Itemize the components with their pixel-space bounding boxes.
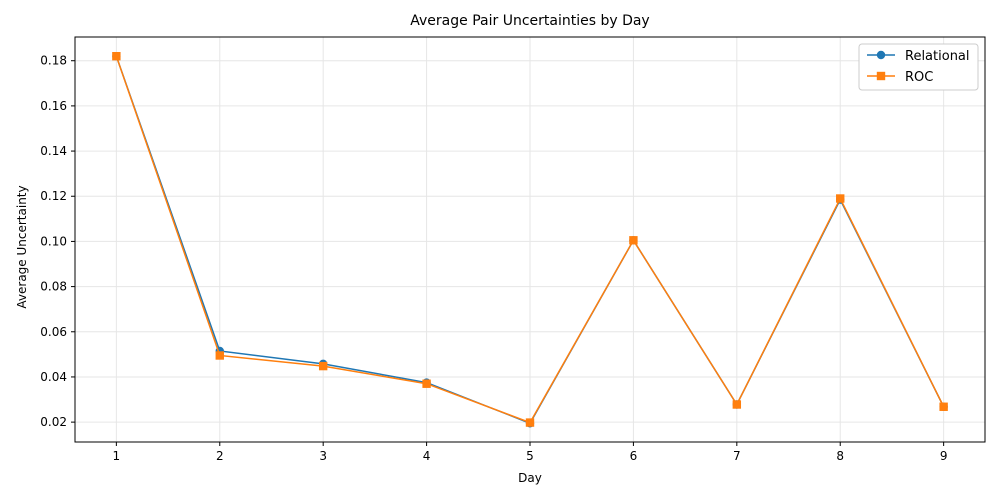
- y-tick-label: 0.04: [40, 370, 67, 384]
- x-tick-label: 4: [423, 449, 431, 463]
- grid-lines: [75, 37, 985, 442]
- y-tick-label: 0.08: [40, 280, 67, 294]
- legend-label: Relational: [905, 49, 970, 64]
- x-tick-label: 8: [836, 449, 844, 463]
- x-tick-label: 5: [526, 449, 534, 463]
- legend: Relational ROC: [858, 43, 979, 91]
- data-point: [732, 400, 742, 409]
- y-tick-label: 0.16: [40, 99, 67, 113]
- data-point: [525, 418, 535, 427]
- data-point: [836, 194, 845, 203]
- x-tick-label: 2: [216, 449, 224, 463]
- y-axis-ticks: 0.02 0.04 0.06 0.08 0.10 0.12 0.14 0.16 0.18: [40, 54, 75, 429]
- x-tick-label: 9: [940, 449, 948, 463]
- x-axis-ticks: 1 2 3 4 5 6 7 8 9: [113, 442, 948, 463]
- x-tick-label: 1: [113, 449, 121, 463]
- y-tick-label: 0.12: [40, 189, 67, 203]
- y-tick-label: 0.14: [40, 144, 67, 158]
- y-tick-label: 0.10: [40, 234, 67, 248]
- data-point: [939, 402, 948, 411]
- y-axis-label: Average Uncertainty: [15, 185, 29, 308]
- legend-marker: [876, 50, 886, 60]
- y-tick-label: 0.02: [40, 415, 67, 429]
- legend-item: ROC: [867, 70, 933, 85]
- y-tick-label: 0.06: [40, 325, 67, 339]
- y-tick-label: 0.18: [40, 54, 67, 68]
- x-tick-label: 3: [319, 449, 327, 463]
- series-roc: [112, 51, 948, 427]
- data-point: [112, 51, 121, 61]
- legend-label: ROC: [905, 70, 933, 85]
- legend-item: Relational: [867, 49, 970, 64]
- legend-marker: [876, 71, 886, 81]
- x-axis-label: Day: [518, 471, 542, 485]
- data-point: [215, 351, 224, 360]
- data-point: [318, 361, 328, 371]
- x-tick-label: 7: [733, 449, 741, 463]
- x-tick-label: 6: [630, 449, 638, 463]
- series-layer: [112, 51, 948, 428]
- data-point: [629, 236, 638, 245]
- chart-title: Average Pair Uncertainties by Day: [410, 13, 649, 29]
- data-point: [422, 379, 431, 388]
